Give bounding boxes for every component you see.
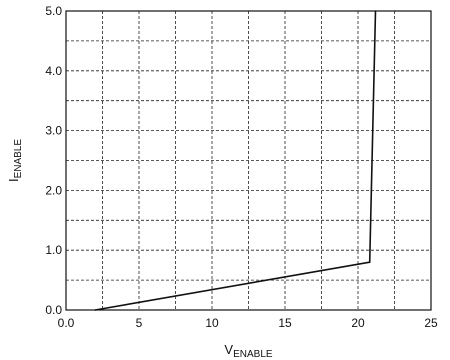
y-tick-label: 1.0 (45, 243, 62, 257)
y-axis-label-main: I (6, 178, 21, 182)
x-tick-label: 10 (205, 316, 219, 330)
y-tick-label: 0.0 (45, 303, 62, 317)
plot-frame (65, 10, 432, 311)
x-tick-label: 15 (278, 316, 292, 330)
y-tick-label: 3.0 (45, 124, 62, 138)
series-layer (94, 10, 377, 311)
y-tick-label: 5.0 (45, 4, 62, 18)
data-point (368, 261, 371, 263)
x-tick-label: 5 (136, 316, 143, 330)
x-tick-labels: 0.0 5 10 15 20 25 (58, 316, 438, 330)
x-tick-label: 0.0 (58, 316, 75, 330)
y-tick-label: 4.0 (45, 64, 62, 78)
x-axis-label: VENABLE (224, 342, 272, 360)
y-axis-label-sub: ENABLE (13, 139, 24, 179)
x-tick-label: 20 (351, 316, 365, 330)
x-tick-label: 25 (424, 316, 438, 330)
data-point (94, 309, 96, 311)
x-axis-label-sub: ENABLE (233, 349, 273, 360)
grid (66, 11, 431, 310)
x-axis-label-main: V (224, 342, 233, 357)
y-axis-label: IENABLE (6, 139, 24, 182)
y-tick-labels: 0.0 1.0 2.0 3.0 4.0 5.0 (45, 4, 62, 317)
y-tick-label: 2.0 (45, 183, 62, 197)
data-point (374, 10, 377, 12)
